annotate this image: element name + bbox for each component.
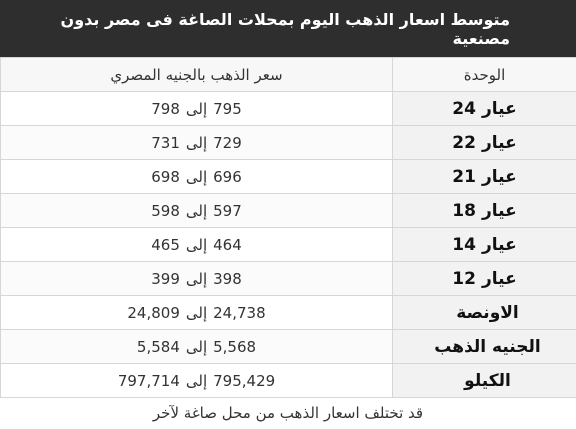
unit-word: الاونصة — [456, 302, 519, 323]
unit-cell: عيار 12 — [392, 261, 576, 296]
price-cell: 5,568 إلى 5,584 — [0, 329, 393, 364]
unit-word: عيار — [481, 166, 517, 187]
price-high: 598 — [151, 201, 180, 220]
price-separator: إلى — [185, 133, 208, 152]
price-separator: إلى — [185, 337, 208, 356]
price-cell: 464 إلى 465 — [0, 227, 393, 262]
price-separator: إلى — [185, 371, 208, 390]
price-low: 24,738 — [213, 303, 266, 322]
price-cell: 597 إلى 598 — [0, 193, 393, 228]
price-low: 464 — [213, 235, 242, 254]
price-high: 731 — [151, 133, 180, 152]
price-low: 398 — [213, 269, 242, 288]
price-separator: إلى — [185, 235, 208, 254]
unit-cell: الجنيه الذهب — [392, 329, 576, 364]
table-row: عيار 14 464 إلى 465 — [0, 227, 576, 262]
unit-cell: عيار 14 — [392, 227, 576, 262]
price-cell: 729 إلى 731 — [0, 125, 393, 160]
price-separator: إلى — [185, 201, 208, 220]
unit-word: عيار — [481, 268, 517, 289]
price-low: 696 — [213, 167, 242, 186]
gold-price-table: الوحدة سعر الذهب بالجنيه المصري عيار 24 7… — [0, 57, 576, 398]
price-low: 597 — [213, 201, 242, 220]
price-cell: 795,429 إلى 797,714 — [0, 363, 393, 398]
unit-word: عيار — [481, 200, 517, 221]
unit-cell: عيار 18 — [392, 193, 576, 228]
price-low: 795 — [213, 99, 242, 118]
unit-word: عيار — [481, 98, 517, 119]
price-low: 729 — [213, 133, 242, 152]
price-high: 698 — [151, 167, 180, 186]
table-row: عيار 24 795 إلى 798 — [0, 91, 576, 126]
price-high: 5,584 — [136, 337, 180, 356]
table-row: الجنيه الذهب 5,568 إلى 5,584 — [0, 329, 576, 364]
price-column-header: سعر الذهب بالجنيه المصري — [0, 57, 393, 92]
price-low: 5,568 — [213, 337, 257, 356]
header-row: الوحدة سعر الذهب بالجنيه المصري — [0, 57, 576, 92]
unit-number: 21 — [452, 166, 476, 187]
unit-cell: الاونصة — [392, 295, 576, 330]
unit-number: 24 — [452, 98, 476, 119]
price-separator: إلى — [185, 303, 208, 322]
price-high: 399 — [151, 269, 180, 288]
unit-number: 18 — [452, 200, 476, 221]
unit-word: الجنيه الذهب — [434, 336, 541, 357]
table-row: عيار 21 696 إلى 698 — [0, 159, 576, 194]
unit-word: عيار — [481, 234, 517, 255]
price-cell: 398 إلى 399 — [0, 261, 393, 296]
unit-cell: عيار 24 — [392, 91, 576, 126]
price-separator: إلى — [185, 269, 208, 288]
table-row: الاونصة 24,738 إلى 24,809 — [0, 295, 576, 330]
footnote: قد تختلف اسعار الذهب من محل صاغة لآخر — [152, 404, 424, 422]
price-separator: إلى — [185, 167, 208, 186]
price-cell: 795 إلى 798 — [0, 91, 393, 126]
price-cell: 696 إلى 698 — [0, 159, 393, 194]
price-cell: 24,738 إلى 24,809 — [0, 295, 393, 330]
price-separator: إلى — [185, 99, 208, 118]
unit-column-header: الوحدة — [392, 57, 576, 92]
unit-number: 12 — [452, 268, 476, 289]
table-row: عيار 22 729 إلى 731 — [0, 125, 576, 160]
unit-cell: عيار 22 — [392, 125, 576, 160]
unit-cell: عيار 21 — [392, 159, 576, 194]
unit-number: 22 — [452, 132, 476, 153]
price-high: 797,714 — [117, 371, 180, 390]
price-low: 795,429 — [213, 371, 276, 390]
price-high: 465 — [151, 235, 180, 254]
unit-word: عيار — [481, 132, 517, 153]
table-row: الكيلو 795,429 إلى 797,714 — [0, 363, 576, 398]
unit-number: 14 — [452, 234, 476, 255]
table-title: متوسط اسعار الذهب اليوم بمحلات الصاغة فى… — [0, 0, 576, 57]
unit-cell: الكيلو — [392, 363, 576, 398]
table-row: عيار 12 398 إلى 399 — [0, 261, 576, 296]
price-high: 24,809 — [127, 303, 180, 322]
table-row: عيار 18 597 إلى 598 — [0, 193, 576, 228]
unit-word: الكيلو — [464, 370, 511, 391]
price-high: 798 — [151, 99, 180, 118]
